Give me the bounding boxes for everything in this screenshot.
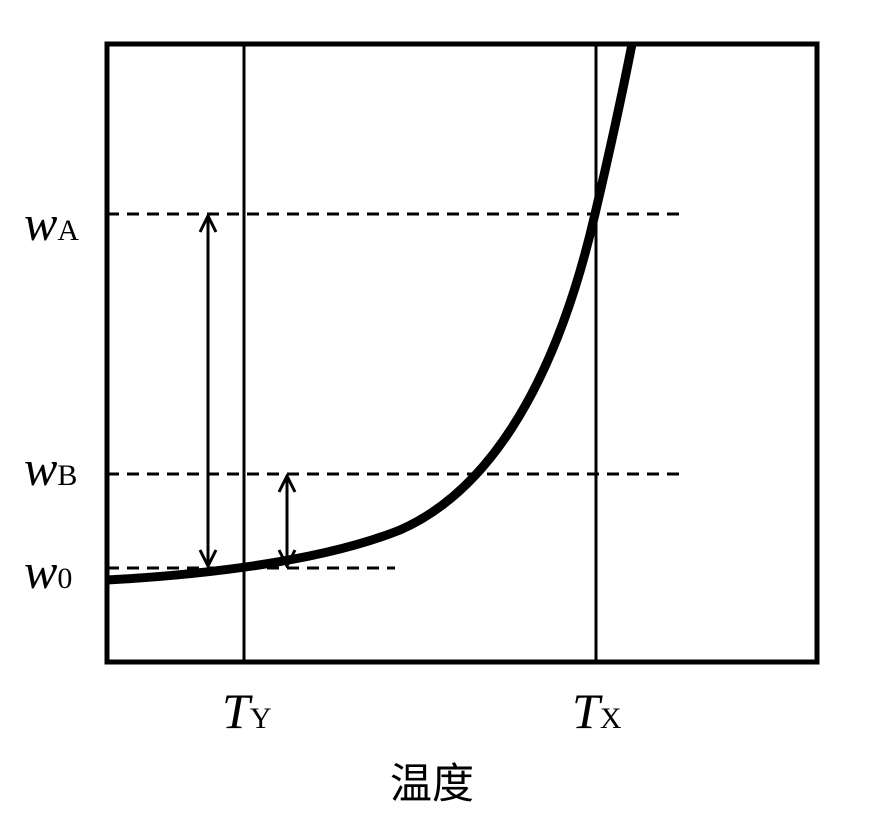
y-label: w0 xyxy=(24,543,72,599)
curve xyxy=(106,43,637,585)
dashed-levels xyxy=(107,212,680,570)
x-axis-title: 温度 xyxy=(390,759,474,808)
frame xyxy=(104,41,820,665)
y-label: wA xyxy=(24,195,79,251)
y-label: wB xyxy=(24,440,77,496)
x-label: TX xyxy=(572,683,622,739)
x-label: TY xyxy=(222,683,271,739)
